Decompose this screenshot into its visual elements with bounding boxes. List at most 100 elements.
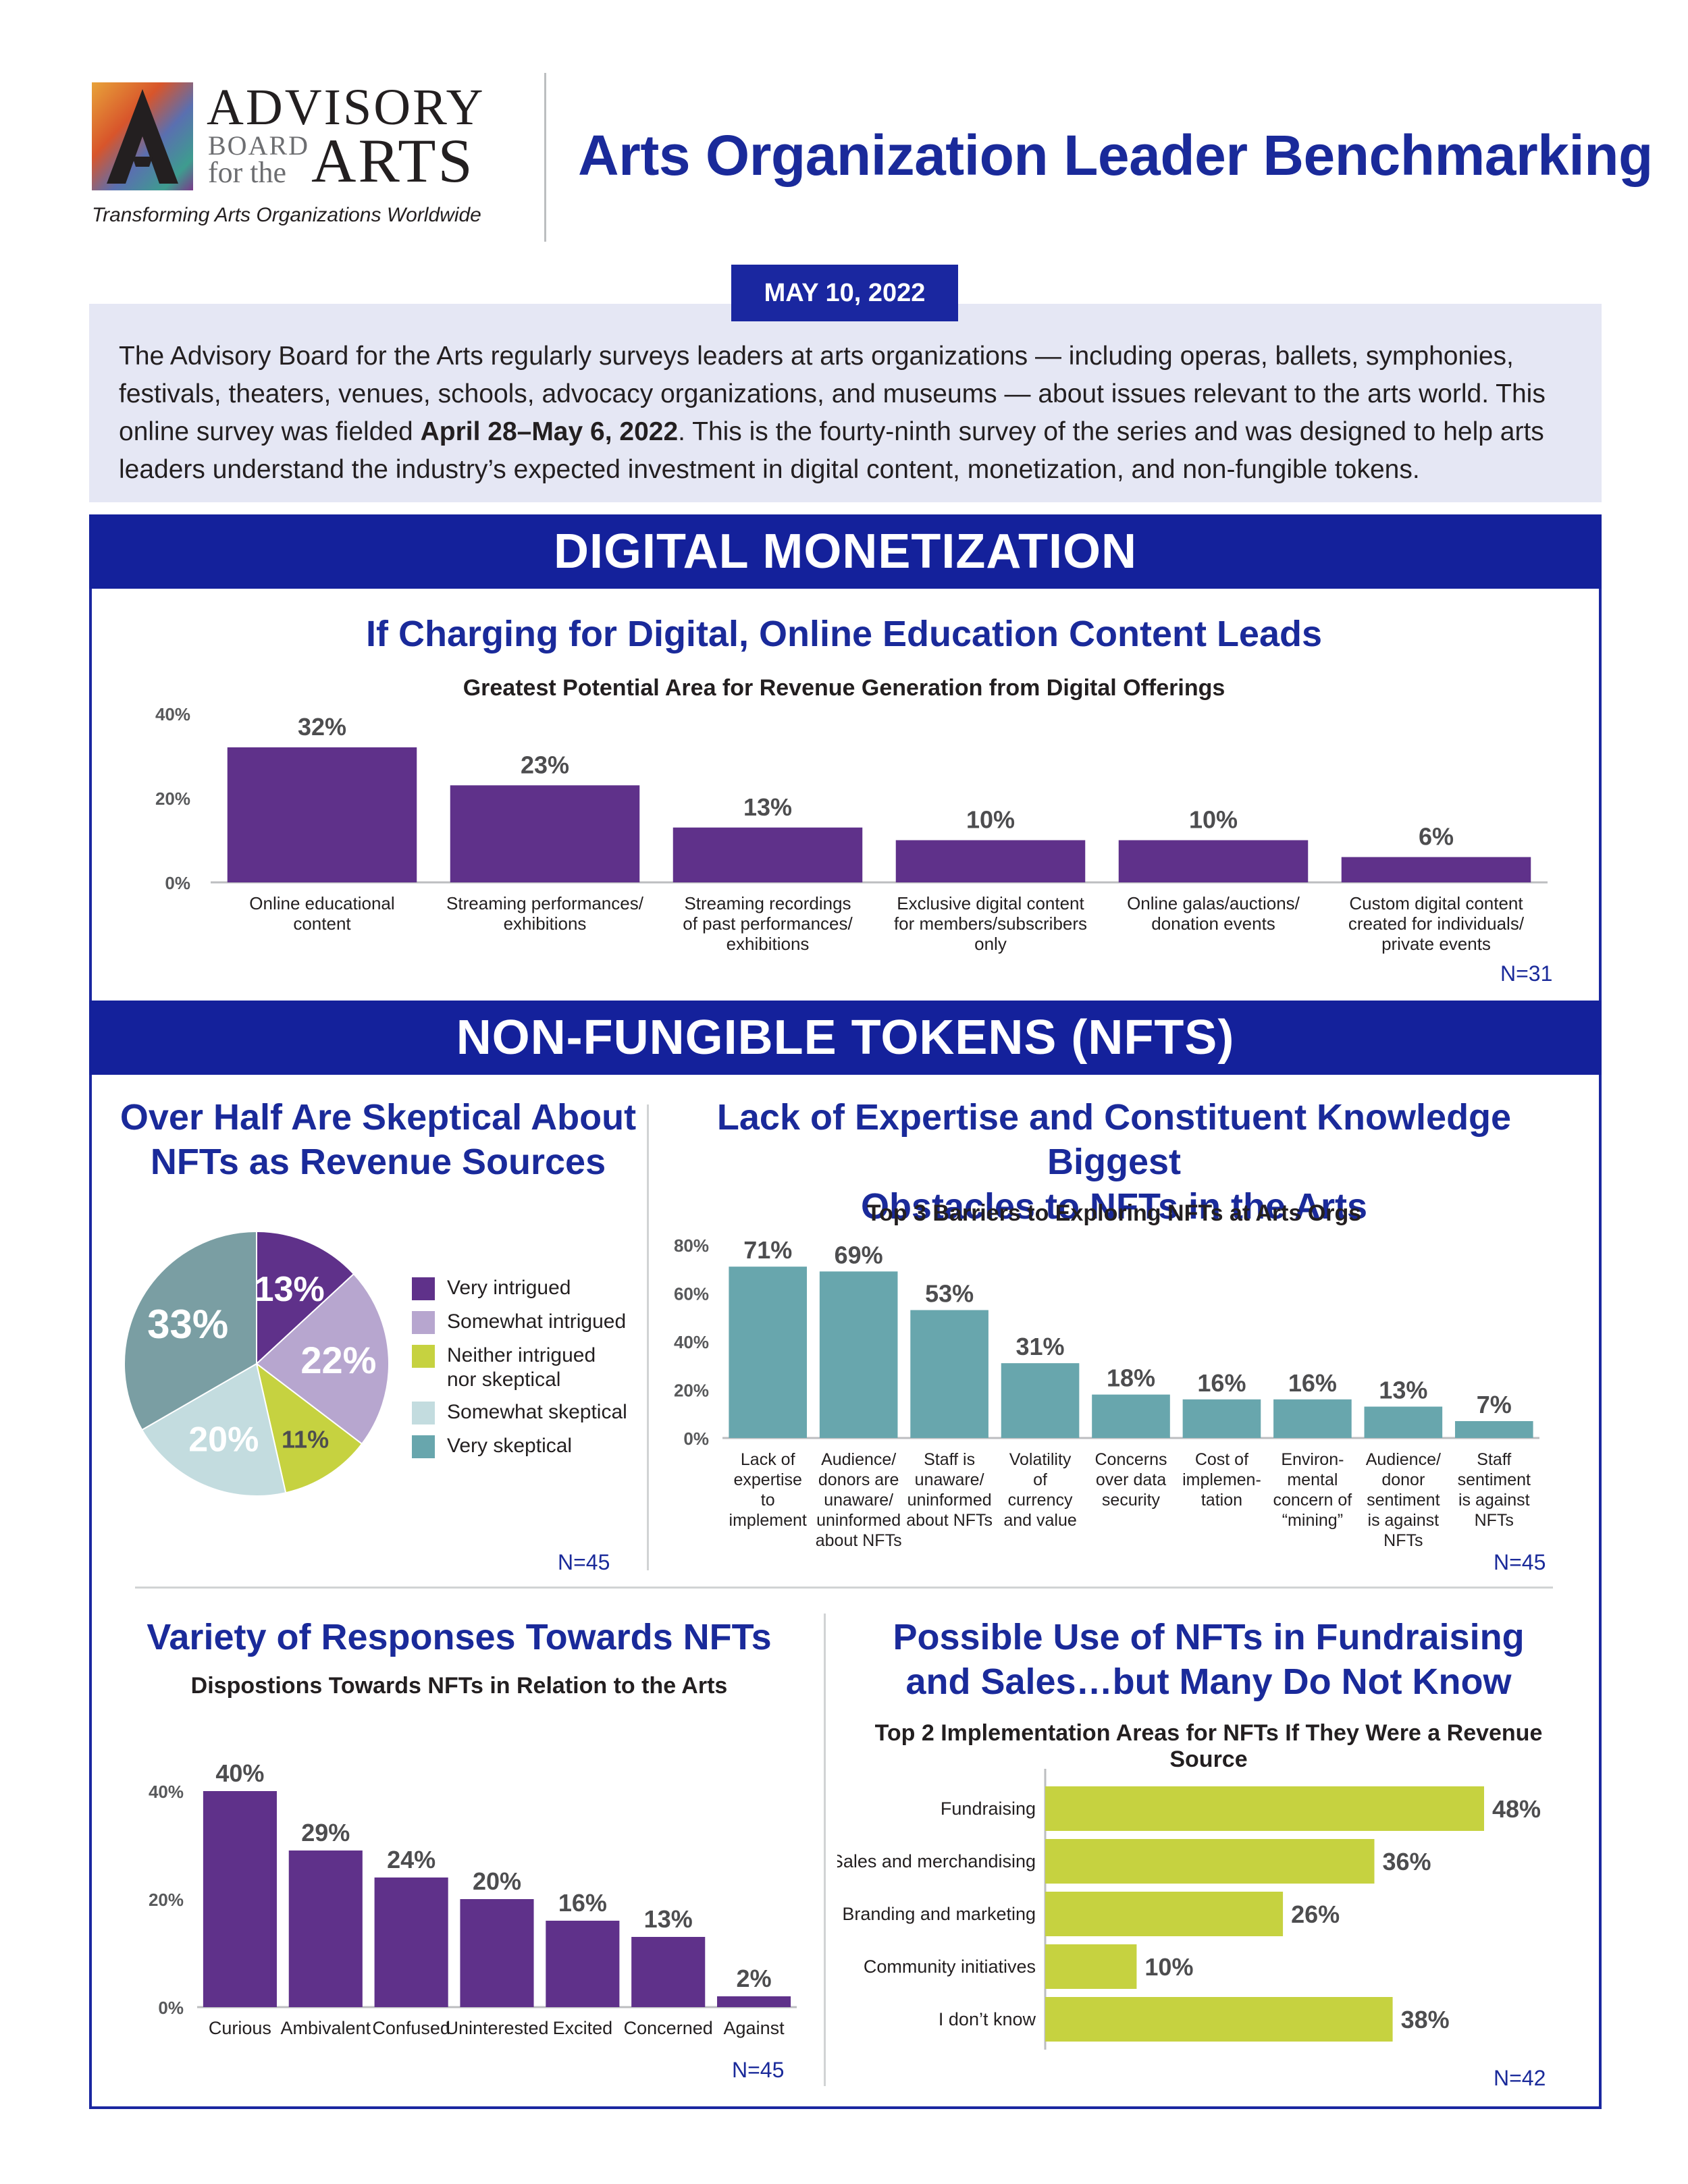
data-label: 13% bbox=[644, 1905, 693, 1933]
data-label: 20% bbox=[473, 1867, 521, 1895]
barriers-bar-chart: 0%20%40%60%80% 71%Lack ofexpertisetoimple… bbox=[674, 1235, 1539, 1550]
revenue-chart-subtitle: Greatest Potential Area for Revenue Gene… bbox=[463, 675, 1225, 701]
barriers-chart-title: Lack of Expertise and Constituent Knowle… bbox=[668, 1095, 1560, 1229]
bar bbox=[1182, 1399, 1261, 1438]
section-nfts: NON-FUNGIBLE TOKENS (NFTS) bbox=[89, 1001, 1602, 1075]
category-label: Audience/ bbox=[821, 1450, 896, 1469]
date-badge: MAY 10, 2022 bbox=[731, 265, 958, 321]
category-label: created for individuals/ bbox=[1348, 913, 1525, 934]
pie-slice bbox=[255, 1362, 363, 1494]
uses-n-label: N=42 bbox=[1494, 2066, 1546, 2090]
pie-n-label: N=45 bbox=[558, 1550, 610, 1574]
pie-chart-title: Over Half Are Skeptical About NFTs as Re… bbox=[108, 1095, 648, 1184]
category-label: Concerns bbox=[1095, 1450, 1167, 1469]
category-label: unaware/ bbox=[824, 1491, 893, 1510]
data-label: 71% bbox=[743, 1236, 792, 1264]
category-label: exhibitions bbox=[727, 934, 810, 954]
y-tick-label: 20% bbox=[674, 1381, 709, 1401]
bar bbox=[1118, 840, 1309, 882]
legend-swatch bbox=[412, 1277, 435, 1300]
legend-label: Somewhat intrigued bbox=[447, 1310, 627, 1333]
category-label: of bbox=[1033, 1470, 1047, 1489]
category-label: Audience/ bbox=[1366, 1450, 1441, 1469]
category-label: mental bbox=[1287, 1470, 1338, 1489]
logo-arts: ARTS bbox=[311, 126, 475, 195]
pie-label: 33% bbox=[147, 1302, 228, 1347]
barriers-chart-subtitle: Top 3 Barriers to Exploring NFTs at Arts… bbox=[866, 1200, 1362, 1226]
legend-label: Very intrigued bbox=[447, 1277, 571, 1299]
category-label: tation bbox=[1201, 1491, 1242, 1510]
legend-item: Somewhat intrigued bbox=[412, 1310, 626, 1334]
data-label: 32% bbox=[298, 713, 346, 741]
category-label: for members/subscribers bbox=[894, 913, 1087, 934]
category-label: is against bbox=[1458, 1491, 1530, 1510]
intro-text-dates: April 28–May 6, 2022 bbox=[420, 417, 679, 446]
data-label: 23% bbox=[521, 751, 569, 778]
category-label: and value bbox=[1003, 1511, 1076, 1530]
intro-text-part2: . This is the fourty-ninth survey of the… bbox=[119, 417, 1544, 484]
category-label: currency bbox=[1008, 1491, 1073, 1510]
category-label: Online educational bbox=[249, 893, 394, 913]
category-label: Community initiatives bbox=[864, 1956, 1036, 1977]
barriers-chart-title-line1: Lack of Expertise and Constituent Knowle… bbox=[716, 1097, 1512, 1182]
category-label: concern of bbox=[1273, 1491, 1352, 1510]
category-label: Concerned bbox=[624, 2018, 713, 2038]
y-tick-label: 40% bbox=[149, 1782, 184, 1802]
category-label: “mining” bbox=[1282, 1511, 1343, 1530]
data-label: 29% bbox=[301, 1819, 350, 1846]
data-label: 48% bbox=[1492, 1795, 1541, 1823]
category-label: exhibitions bbox=[504, 913, 587, 934]
logo-tagline: Transforming Arts Organizations Worldwid… bbox=[92, 204, 481, 226]
bar bbox=[1045, 1997, 1393, 2042]
intro-text-part1: The Advisory Board for the Arts regularl… bbox=[119, 342, 1546, 446]
y-tick-label: 40% bbox=[155, 704, 190, 724]
intro-text: The Advisory Board for the Arts regularl… bbox=[119, 338, 1577, 489]
category-label: is against bbox=[1368, 1511, 1440, 1530]
data-label: 26% bbox=[1291, 1900, 1340, 1928]
pie-slice bbox=[255, 1273, 390, 1445]
uses-chart-title-line2: and Sales…but Many Do Not Know bbox=[905, 1661, 1512, 1702]
bar bbox=[1364, 1406, 1443, 1438]
uses-bar-chart: Fundraising 48% Sales and merchandising 36%… bbox=[837, 1769, 1541, 2050]
category-label: donation events bbox=[1151, 913, 1275, 934]
data-label: 36% bbox=[1383, 1848, 1431, 1875]
data-label: 40% bbox=[215, 1759, 264, 1787]
legend-label: Somewhat skeptical bbox=[447, 1401, 627, 1423]
bar bbox=[1045, 1786, 1484, 1831]
category-label: only bbox=[974, 934, 1007, 954]
category-label: donors are bbox=[818, 1470, 899, 1489]
category-label: Lack of bbox=[741, 1450, 795, 1469]
bar bbox=[288, 1850, 363, 2007]
legend-swatch bbox=[412, 1345, 435, 1368]
category-label: implemen- bbox=[1182, 1470, 1261, 1489]
data-label: 69% bbox=[835, 1241, 883, 1269]
bar bbox=[895, 840, 1086, 882]
data-label: 10% bbox=[966, 806, 1015, 834]
bar bbox=[460, 1899, 534, 2007]
pie-label: 22% bbox=[300, 1339, 376, 1381]
y-tick-label: 0% bbox=[165, 873, 190, 893]
bar bbox=[1045, 1944, 1137, 1989]
bar bbox=[672, 827, 863, 882]
category-label: sentiment bbox=[1367, 1491, 1440, 1510]
category-label: Streaming performances/ bbox=[446, 893, 644, 913]
category-label: security bbox=[1102, 1491, 1161, 1510]
y-tick-label: 60% bbox=[674, 1284, 709, 1304]
bar bbox=[1092, 1394, 1170, 1438]
category-label: NFTs bbox=[1383, 1531, 1423, 1550]
category-label: content bbox=[293, 913, 351, 934]
category-label: Environ- bbox=[1281, 1450, 1344, 1469]
logo-board: BOARD bbox=[208, 130, 310, 161]
uses-chart-title: Possible Use of NFTs in Fundraising and … bbox=[837, 1615, 1580, 1704]
legend-label: Neither intrigued nor skeptical bbox=[447, 1344, 596, 1391]
category-label: Excited bbox=[553, 2018, 613, 2038]
pie-slice bbox=[124, 1230, 257, 1431]
category-label: about NFTs bbox=[816, 1531, 902, 1550]
pie-label: 20% bbox=[188, 1420, 259, 1460]
revenue-chart-title: If Charging for Digital, Online Educatio… bbox=[365, 614, 1323, 654]
legend-label: Very skeptical bbox=[447, 1435, 573, 1457]
category-label: uninformed bbox=[907, 1491, 992, 1510]
skepticism-pie-chart: 13% 22% 11% 20% 33% bbox=[124, 1230, 390, 1497]
data-label: 16% bbox=[558, 1889, 607, 1917]
barriers-chart-title-line2: Obstacles to NFTs in the Arts bbox=[860, 1186, 1368, 1227]
